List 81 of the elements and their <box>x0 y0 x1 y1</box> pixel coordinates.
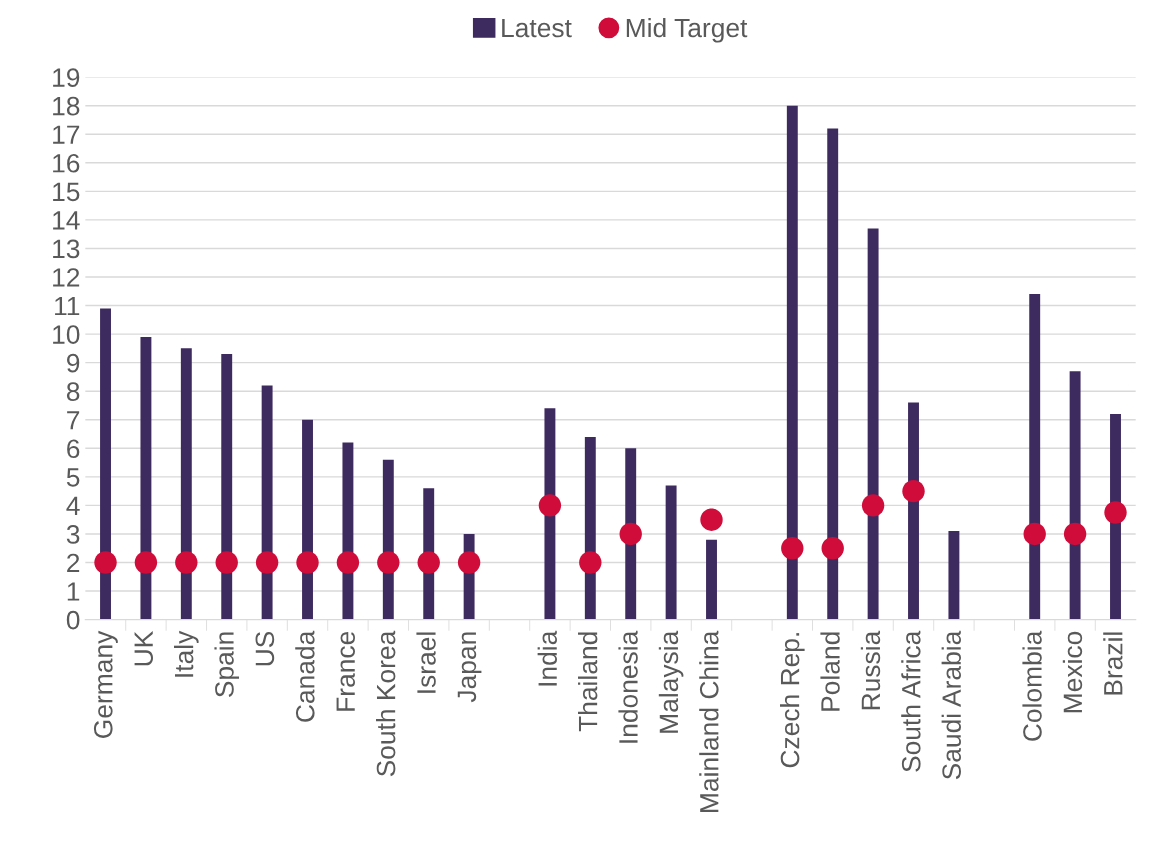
y-tick-label: 7 <box>67 411 80 430</box>
bar <box>706 539 717 620</box>
point <box>1063 522 1087 546</box>
bar <box>948 531 960 620</box>
y-tick-label: 0 <box>66 610 80 630</box>
y-tick-label: 9 <box>67 353 80 373</box>
bar <box>221 354 233 620</box>
y-tick-label: 12 <box>53 268 80 287</box>
point <box>457 551 481 574</box>
x-tick-label: UK <box>134 631 153 666</box>
point <box>417 551 440 574</box>
y-tick-label: 2 <box>67 553 80 573</box>
point <box>579 551 602 574</box>
point <box>781 537 804 560</box>
point <box>296 551 319 574</box>
point <box>619 522 642 546</box>
point <box>336 551 360 574</box>
y-tick-label: 19 <box>53 68 80 87</box>
bar <box>867 228 879 620</box>
x-tick-label: Israel <box>416 632 436 693</box>
y-tick-label: 5 <box>66 468 80 487</box>
x-tick-label: Japan <box>457 632 482 703</box>
x-tick-label: US <box>255 631 275 666</box>
bar <box>1069 371 1081 620</box>
point <box>538 494 562 517</box>
y-tick-label: 3 <box>66 525 80 544</box>
point <box>377 551 400 574</box>
x-tick-label: Indonesia <box>618 630 638 743</box>
y-tick-label: 4 <box>66 496 80 515</box>
x-tick-label: Italy <box>174 630 199 677</box>
x-tick-label: Thailand <box>578 632 598 732</box>
x-tick-label: Russia <box>860 630 881 710</box>
bar <box>665 485 677 620</box>
point <box>255 551 279 574</box>
point <box>175 551 198 574</box>
point <box>1023 522 1046 546</box>
bar <box>1029 294 1041 620</box>
x-tick-label: Canada <box>295 630 315 722</box>
y-tick-label: 16 <box>53 153 80 173</box>
point <box>700 508 723 531</box>
bar <box>908 402 919 620</box>
point <box>215 551 238 574</box>
legend-label: Mid Target <box>626 17 748 43</box>
y-tick-label: 1 <box>67 582 80 601</box>
x-tick-label: Germany <box>93 630 118 738</box>
x-tick-label: Poland <box>820 632 840 711</box>
x-tick-label: Brazil <box>1103 632 1123 695</box>
x-tick-label: South Korea <box>376 630 396 777</box>
x-tick-label: Malaysia <box>658 630 684 733</box>
point <box>134 551 158 574</box>
y-tick-label: 14 <box>53 211 80 230</box>
y-tick-label: 6 <box>67 439 80 459</box>
y-tick-label: 15 <box>53 182 80 202</box>
point <box>861 494 885 517</box>
y-tick-label: 8 <box>66 382 80 402</box>
bar <box>261 385 273 620</box>
y-tick-label: 13 <box>53 239 80 259</box>
bar <box>827 128 839 620</box>
bar <box>1110 414 1121 620</box>
y-tick-label: 17 <box>53 125 80 144</box>
x-tick-label: Mainland China <box>699 630 719 812</box>
x-tick-label: Czech Rep. <box>780 633 805 768</box>
bar <box>180 348 192 620</box>
bar <box>140 336 152 620</box>
x-tick-label: Colombia <box>1022 630 1042 741</box>
bar <box>100 308 111 620</box>
x-tick-label: France <box>336 631 355 711</box>
bar <box>786 105 798 620</box>
y-tick-label: 18 <box>53 96 80 116</box>
point <box>902 479 925 503</box>
point <box>94 551 117 574</box>
x-tick-label: South Africa <box>901 630 921 772</box>
point <box>1104 501 1127 524</box>
point <box>821 537 844 560</box>
x-tick-label: Mexico <box>1062 631 1083 713</box>
x-tick-label: India <box>537 630 557 686</box>
x-tick-label: Saudi Arabia <box>941 630 961 780</box>
y-tick-label: 11 <box>55 296 80 316</box>
y-tick-label: 10 <box>53 325 80 344</box>
x-tick-label: Spain <box>214 632 240 698</box>
legend-label: Latest <box>502 18 572 38</box>
